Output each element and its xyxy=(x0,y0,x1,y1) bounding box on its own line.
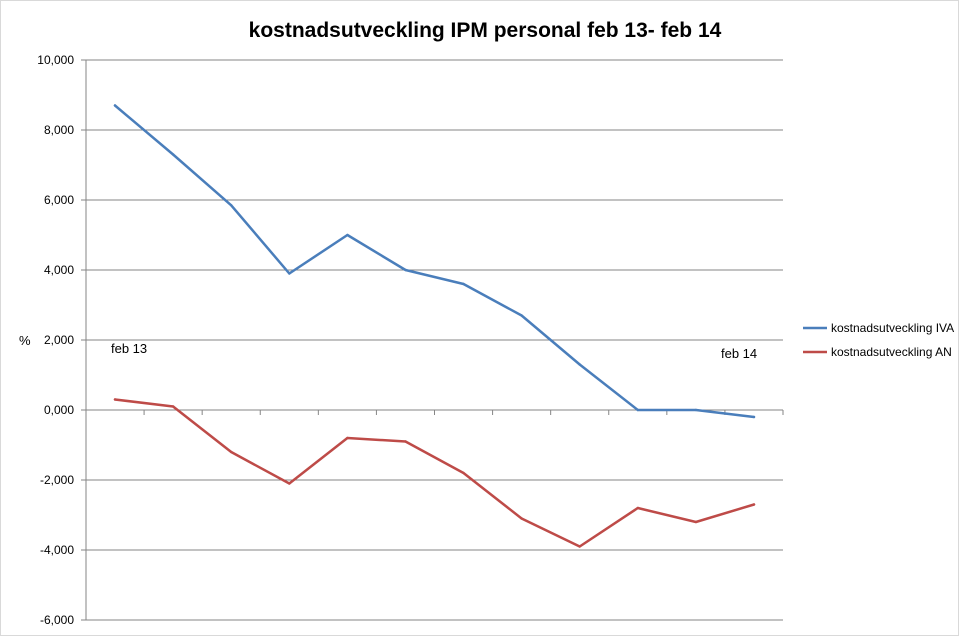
data-point xyxy=(578,363,581,366)
y-tick-label: 8,000 xyxy=(44,123,74,137)
legend-label-an: kostnadsutveckling AN xyxy=(831,345,952,359)
data-point xyxy=(462,282,465,286)
y-tick-label: 2,000 xyxy=(44,333,74,347)
y-tick-label: 4,000 xyxy=(44,263,74,277)
annotation-feb-13: feb 13 xyxy=(111,341,147,356)
data-point xyxy=(752,503,756,506)
data-point xyxy=(346,436,349,440)
annotation-feb-14: feb 14 xyxy=(721,346,757,361)
data-point xyxy=(578,545,581,548)
data-point xyxy=(230,450,233,454)
data-point xyxy=(288,482,291,485)
gridlines xyxy=(81,59,783,621)
data-point xyxy=(636,506,639,510)
data-point xyxy=(404,268,407,272)
data-point xyxy=(462,471,465,475)
series-line-iva xyxy=(113,104,756,419)
data-point xyxy=(520,314,523,317)
data-point xyxy=(694,520,698,524)
y-axis-tick-labels: 10,000 8,000 6,000 4,000 2,000 0,000 -2,000 -4,… xyxy=(37,53,74,627)
data-point xyxy=(694,408,698,412)
y-tick-label: -4,000 xyxy=(40,543,74,557)
data-point xyxy=(288,272,291,275)
y-tick-label: -2,000 xyxy=(40,473,74,487)
legend-label-iva: kostnadsutveckling IVA xyxy=(831,321,954,335)
y-tick-label: -6,000 xyxy=(40,613,74,627)
data-point xyxy=(171,405,175,408)
chart-title: kostnadsutveckling IPM personal feb 13- … xyxy=(249,19,722,42)
data-point xyxy=(171,153,175,156)
data-point xyxy=(520,517,523,520)
data-point xyxy=(346,233,349,237)
series-lines xyxy=(113,104,756,548)
y-tick-label: 10,000 xyxy=(37,53,74,67)
data-point xyxy=(113,104,117,107)
data-point xyxy=(752,415,756,419)
y-axis-label: % xyxy=(19,333,31,348)
legend: kostnadsutveckling IVA kostnadsutvecklin… xyxy=(803,321,954,359)
y-tick-label: 0,000 xyxy=(44,403,74,417)
data-point xyxy=(636,408,639,412)
data-point xyxy=(230,204,233,207)
series-line-an xyxy=(113,398,756,548)
data-point xyxy=(404,440,407,443)
y-tick-label: 6,000 xyxy=(44,193,74,207)
data-point xyxy=(113,398,117,401)
